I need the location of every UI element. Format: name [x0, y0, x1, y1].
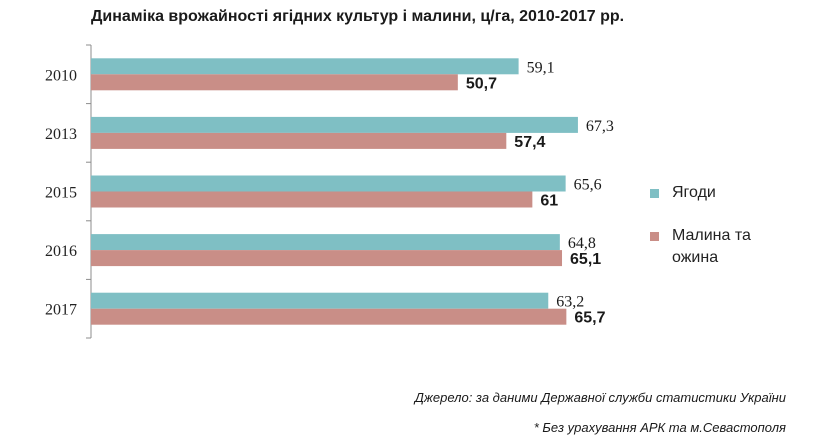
data-label-berries-2010: 59,1	[527, 59, 555, 76]
bar-raspberry-2016	[91, 250, 563, 267]
legend-label-berries: Ягоди	[672, 184, 716, 201]
data-label-berries-2013: 67,3	[586, 118, 614, 135]
category-label-2013: 2013	[45, 126, 77, 143]
category-label-2010: 2010	[45, 67, 77, 84]
data-label-raspberry-2015: 61	[540, 193, 558, 210]
legend-swatch-berries	[650, 189, 659, 198]
footnote: * Без урахування АРК та м.Севастополя	[533, 420, 786, 435]
legend-label-raspberry: Малина та ожина	[672, 227, 751, 266]
bar-berries-2015	[91, 175, 566, 192]
legend-swatch-raspberry	[650, 232, 659, 241]
data-label-berries-2017: 63,2	[556, 294, 584, 311]
data-label-raspberry-2010: 50,7	[466, 75, 497, 92]
category-label-2017: 2017	[45, 302, 77, 319]
bar-berries-2013	[91, 116, 578, 133]
data-label-raspberry-2016: 65,1	[570, 251, 601, 268]
category-label-2016: 2016	[45, 243, 77, 260]
bar-berries-2017	[91, 292, 549, 309]
bar-raspberry-2015	[91, 191, 533, 208]
data-label-berries-2015: 65,6	[574, 177, 602, 194]
data-label-raspberry-2017: 65,7	[574, 310, 605, 327]
source-note: Джерело: за даними Державної служби стат…	[414, 390, 786, 405]
data-label-berries-2016: 64,8	[568, 235, 596, 252]
bar-raspberry-2017	[91, 308, 567, 325]
bar-berries-2010	[91, 58, 519, 75]
data-label-raspberry-2013: 57,4	[514, 134, 545, 151]
bar-raspberry-2010	[91, 74, 458, 91]
bar-berries-2016	[91, 234, 560, 251]
chart-title: Динаміка врожайності ягідних культур і м…	[91, 8, 625, 25]
bar-raspberry-2013	[91, 132, 507, 149]
category-label-2015: 2015	[45, 185, 77, 202]
